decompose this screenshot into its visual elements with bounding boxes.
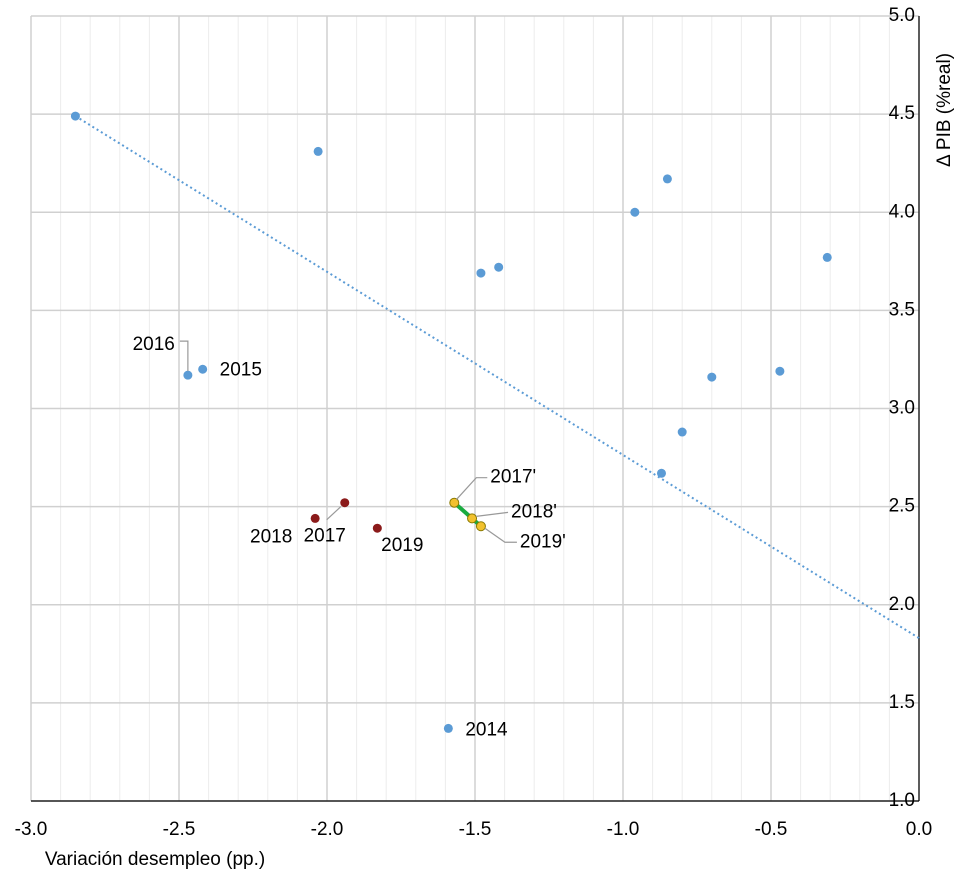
x-tick-label: -1.0 <box>607 819 640 840</box>
point <box>775 366 785 376</box>
point-label: 2014 <box>465 719 508 740</box>
point-label: 2018' <box>511 501 557 522</box>
point-label: 2017 <box>304 526 346 547</box>
point <box>70 111 80 121</box>
leader-line <box>179 340 189 372</box>
point <box>494 262 504 272</box>
point <box>310 513 320 523</box>
point <box>476 268 486 278</box>
point <box>313 146 323 156</box>
leader-line <box>326 506 342 521</box>
x-tick-label: -1.5 <box>459 819 492 840</box>
point-label: 2017' <box>490 467 536 488</box>
x-tick-label: -0.5 <box>755 819 788 840</box>
x-tick-label: 0.0 <box>906 819 932 840</box>
point <box>443 723 453 733</box>
x-tick-label: -3.0 <box>15 819 48 840</box>
y-tick-label: 3.0 <box>889 398 915 419</box>
y-tick-label: 5.0 <box>889 5 915 26</box>
x-axis-label: Variación desempleo (pp.) <box>45 849 265 870</box>
point-label: 2015 <box>220 359 262 380</box>
y-tick-label: 1.5 <box>889 692 915 713</box>
y-tick-label: 4.0 <box>889 201 915 222</box>
point <box>656 468 666 478</box>
point <box>662 174 672 184</box>
point <box>677 427 687 437</box>
point <box>707 372 717 382</box>
y-tick-label: 2.5 <box>889 496 915 517</box>
leader-line <box>455 477 488 501</box>
point <box>475 521 486 532</box>
point <box>630 207 640 217</box>
y-tick-label: 2.0 <box>889 594 915 615</box>
point-label: 2019 <box>381 535 423 556</box>
point <box>372 523 382 533</box>
layer <box>30 15 920 802</box>
y-axis-label: Δ PIB (%real) <box>934 53 955 167</box>
point <box>198 364 208 374</box>
point <box>340 498 350 508</box>
point-label: 2019' <box>520 531 566 552</box>
trendline <box>74 115 920 639</box>
point <box>183 370 193 380</box>
x-tick-label: -2.5 <box>163 819 196 840</box>
point-label: 2018 <box>250 526 292 547</box>
leader-line <box>475 511 509 517</box>
point <box>467 513 478 524</box>
layer: -3.0 -2.5 -2.0 -1.5 -1.0 -0.5 0.01.01.52.02.53… <box>15 5 933 840</box>
point <box>449 497 460 508</box>
y-tick-label: 4.5 <box>889 103 915 124</box>
y-tick-label: 3.5 <box>889 299 915 320</box>
point <box>822 252 832 262</box>
point-label: 2016 <box>133 334 175 355</box>
leader-line <box>484 527 517 543</box>
x-tick-label: -2.0 <box>311 819 344 840</box>
